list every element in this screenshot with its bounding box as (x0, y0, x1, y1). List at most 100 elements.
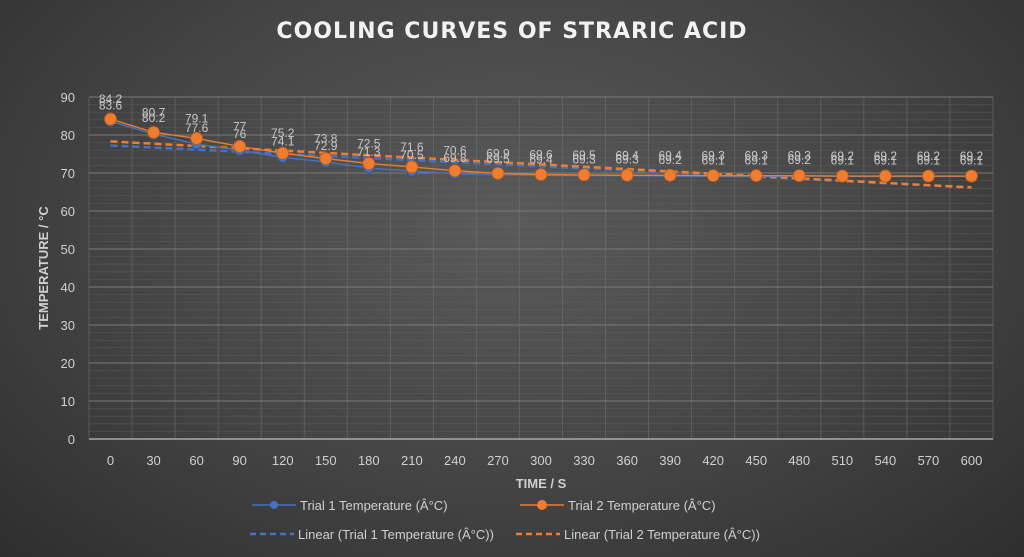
data-label-trial-1: 76 (233, 127, 247, 141)
x-tick-label: 450 (745, 453, 767, 468)
chart-title: COOLING CURVES OF STRARIC ACID (276, 19, 747, 44)
x-tick-label: 360 (616, 453, 638, 468)
data-label-trial-1: 69.1 (831, 153, 855, 167)
data-point-trial-2 (577, 168, 591, 182)
data-point-trial-2 (233, 139, 247, 153)
x-tick-label: 330 (573, 453, 595, 468)
data-point-trial-2 (104, 112, 117, 126)
y-tick-label: 90 (61, 90, 75, 105)
x-tick-label: 270 (487, 453, 509, 468)
data-label-trial-2: 69.2 (831, 149, 855, 163)
data-label-trial-1: 69.1 (745, 153, 769, 167)
x-tick-label: 420 (702, 453, 724, 468)
data-point-trial-2 (663, 168, 677, 182)
data-label-trial-2: 69.6 (529, 148, 553, 162)
y-tick-label: 70 (61, 166, 75, 181)
data-label-trial-1: 72.9 (314, 139, 338, 153)
data-label-trial-2: 69.5 (572, 148, 596, 162)
data-label-trial-2: 79.1 (185, 111, 209, 125)
data-label-trial-1: 69.2 (658, 153, 682, 167)
x-tick-label: 510 (831, 453, 853, 468)
x-tick-label: 300 (530, 453, 552, 468)
data-label-trial-1: 74.1 (271, 134, 295, 148)
data-label-trial-2: 77 (233, 119, 247, 133)
data-label-trial-1: 83.6 (99, 98, 123, 112)
data-label-trial-2: 70.6 (443, 144, 467, 158)
data-label-trial-1: 69.8 (443, 151, 467, 165)
data-label-trial-2: 69.3 (702, 149, 726, 163)
data-point-trial-2 (922, 169, 935, 183)
data-label-trial-2: 69.4 (658, 148, 682, 162)
legend: Trial 1 Temperature (Â°C) Trial 2 Tempera… (250, 498, 760, 542)
grid-layer (88, 96, 994, 440)
data-label-trial-2: 69.2 (960, 149, 984, 163)
data-point-trial-2 (491, 166, 505, 180)
legend-label-2: Trial 2 Temperature (Â°C) (568, 498, 716, 513)
y-tick-label: 20 (61, 356, 75, 371)
data-label-trial-2: 75.2 (271, 126, 295, 140)
data-label-trial-1: 69.3 (615, 153, 639, 167)
y-tick-label: 60 (61, 204, 75, 219)
data-point-trial-2 (319, 152, 333, 165)
data-label-trial-2: 69.3 (745, 149, 769, 163)
x-tick-label: 150 (315, 453, 337, 468)
x-tick-label: 210 (401, 453, 423, 468)
axis-layer: 0 10 20 30 40 50 60 70 80 90 0 30 60 90 120 150 180 210 24… (61, 90, 993, 468)
legend-label-1: Trial 1 Temperature (Â°C) (300, 498, 448, 513)
data-label-trial-1: 69.2 (788, 153, 812, 167)
x-tick-label: 600 (961, 453, 983, 468)
x-axis-title: TIME / S (516, 476, 567, 491)
y-tick-label: 40 (61, 280, 75, 295)
y-tick-label: 30 (61, 318, 75, 333)
data-label-trial-1: 69.5 (486, 152, 510, 166)
x-tick-label: 90 (232, 453, 246, 468)
data-label-trial-1: 80.2 (142, 111, 166, 125)
data-point-trial-2 (620, 168, 634, 182)
legend-marker-2 (537, 500, 547, 510)
data-point-trial-2 (835, 169, 849, 183)
data-label-trial-1: 69.3 (572, 153, 596, 167)
data-point-trial-2 (792, 169, 806, 183)
x-tick-label: 60 (189, 453, 203, 468)
x-tick-label: 120 (272, 453, 294, 468)
data-label-trial-2: 69.9 (486, 146, 510, 160)
data-label-trial-2: 84.2 (99, 92, 123, 106)
data-label-trial-2: 72.5 (357, 137, 381, 151)
y-axis-title: TEMPERATURE / °C (36, 206, 51, 330)
y-tick-label: 50 (61, 242, 75, 257)
legend-label-4: Linear (Trial 2 Temperature (Â°C)) (564, 527, 760, 542)
series-layer (104, 112, 978, 183)
y-tick-label: 80 (61, 128, 75, 143)
legend-marker-1 (270, 501, 278, 509)
x-tick-label: 0 (107, 453, 114, 468)
data-label-trial-2: 69.2 (917, 149, 941, 163)
x-tick-label: 480 (788, 453, 810, 468)
y-tick-label: 10 (61, 394, 75, 409)
x-tick-label: 570 (918, 453, 940, 468)
data-label-trial-2: 69.3 (788, 149, 812, 163)
data-label-trial-2: 80.7 (142, 105, 166, 119)
data-label-trial-2: 73.8 (314, 132, 338, 146)
x-tick-label: 240 (444, 453, 466, 468)
x-tick-label: 180 (358, 453, 380, 468)
legend-label-3: Linear (Trial 1 Temperature (Â°C)) (298, 527, 494, 542)
data-point-trial-2 (448, 164, 462, 178)
y-tick-label: 0 (68, 432, 75, 447)
data-label-trial-1: 77.6 (185, 121, 209, 135)
data-point-trial-2 (190, 132, 204, 145)
data-label-trial-2: 69.2 (874, 149, 898, 163)
data-point-trial-2 (534, 168, 548, 181)
x-tick-label: 390 (659, 453, 681, 468)
data-point-trial-2 (878, 169, 892, 183)
data-label-trial-1: 69.1 (960, 153, 984, 167)
data-point-trial-2 (147, 125, 160, 139)
data-label-trial-1: 69.1 (874, 153, 898, 167)
data-label-trial-2: 69.4 (615, 148, 639, 162)
data-label-trial-1: 69.4 (529, 152, 553, 166)
data-point-trial-2 (706, 169, 720, 183)
data-label-trial-1: 69.1 (702, 153, 726, 167)
data-point-trial-2 (276, 146, 290, 160)
data-point-trial-2 (749, 169, 763, 183)
